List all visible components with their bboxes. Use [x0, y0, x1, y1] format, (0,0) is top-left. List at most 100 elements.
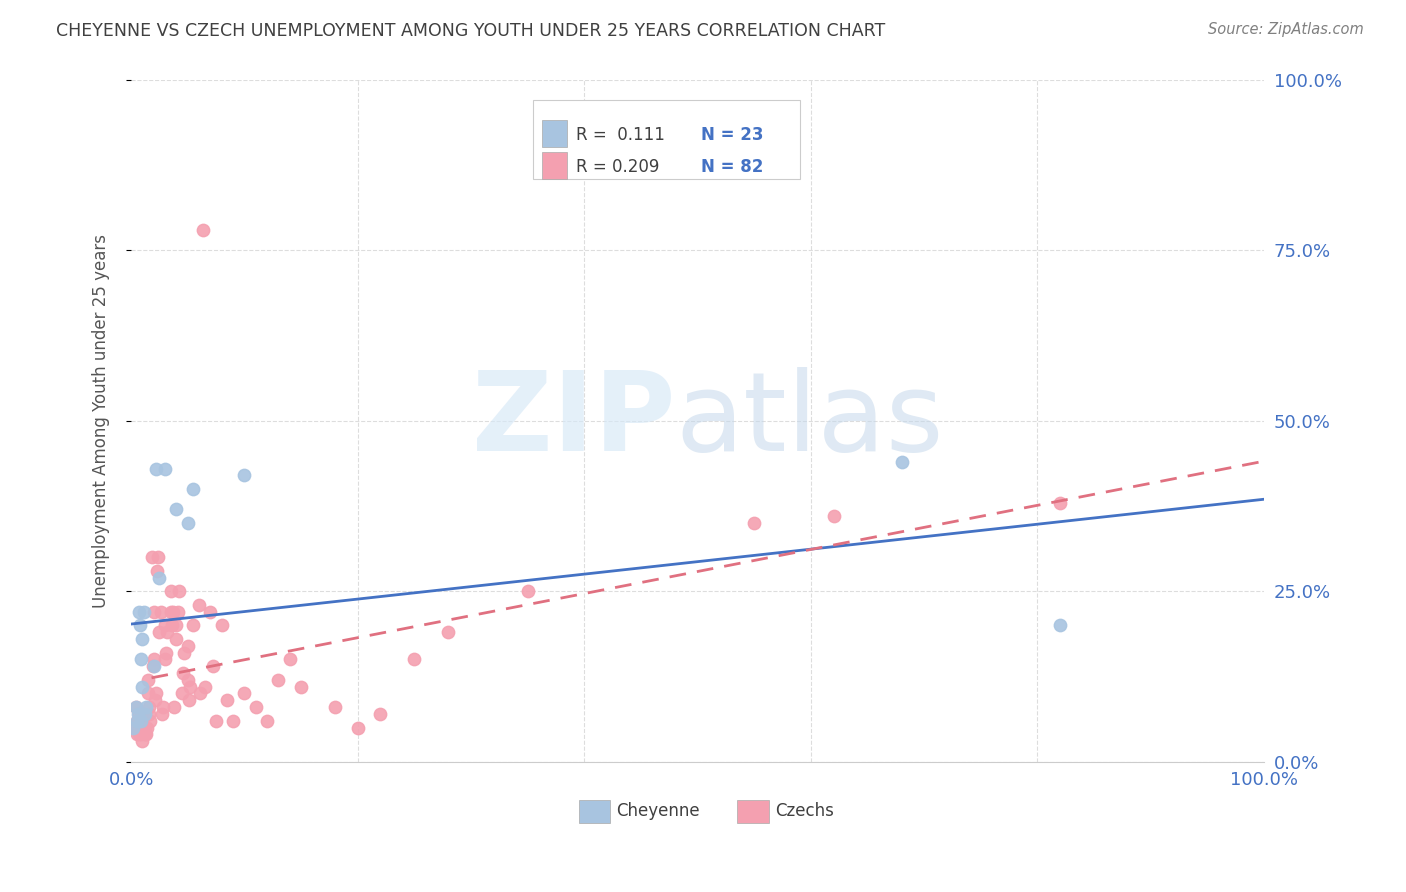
Point: [128, 706, 150, 721]
Point: [177, 673, 200, 687]
Bar: [543, 152, 568, 178]
Point: [742, 516, 765, 530]
Point: [131, 734, 153, 748]
Text: Czechs: Czechs: [775, 802, 834, 820]
Text: atlas: atlas: [675, 368, 943, 475]
Point: [127, 721, 149, 735]
Point: [125, 700, 148, 714]
Point: [142, 659, 165, 673]
Point: [160, 618, 183, 632]
Point: [166, 618, 188, 632]
Point: [370, 706, 392, 721]
Point: [173, 646, 195, 660]
Point: [141, 550, 163, 565]
Point: [1049, 618, 1071, 632]
Point: [131, 652, 153, 666]
Point: [145, 686, 167, 700]
Point: [256, 714, 278, 728]
Bar: [543, 120, 568, 147]
Point: [127, 706, 149, 721]
Point: [142, 659, 165, 673]
Bar: [737, 800, 769, 823]
Point: [122, 721, 145, 735]
Point: [156, 625, 179, 640]
Point: [132, 605, 155, 619]
Point: [890, 455, 912, 469]
Point: [163, 700, 186, 714]
Point: [179, 680, 201, 694]
Point: [131, 706, 153, 721]
Point: [162, 605, 184, 619]
Point: [155, 646, 177, 660]
Point: [148, 550, 170, 565]
Point: [217, 693, 239, 707]
Point: [172, 686, 194, 700]
Point: [194, 680, 217, 694]
Point: [124, 721, 146, 735]
Point: [139, 714, 162, 728]
Point: [150, 706, 173, 721]
Point: [183, 482, 205, 496]
Point: [149, 605, 172, 619]
Point: [125, 714, 148, 728]
Point: [323, 700, 346, 714]
Point: [136, 721, 159, 735]
Point: [346, 721, 368, 735]
Point: [128, 727, 150, 741]
Point: [1049, 495, 1071, 509]
Point: [146, 564, 169, 578]
Point: [159, 605, 181, 619]
Bar: [579, 800, 610, 823]
Point: [516, 584, 538, 599]
Point: [233, 468, 256, 483]
Point: [131, 714, 153, 728]
Point: [205, 714, 228, 728]
Point: [222, 714, 245, 728]
Point: [200, 605, 222, 619]
Point: [125, 727, 148, 741]
Point: [153, 461, 176, 475]
Point: [152, 700, 174, 714]
Point: [172, 666, 194, 681]
Point: [267, 673, 290, 687]
Point: [131, 727, 153, 741]
Point: [148, 625, 170, 640]
Point: [129, 714, 152, 728]
Point: [136, 673, 159, 687]
Point: [159, 584, 181, 599]
Bar: [533, 101, 800, 178]
Text: Cheyenne: Cheyenne: [616, 802, 700, 820]
Point: [125, 700, 148, 714]
Point: [135, 700, 157, 714]
Point: [166, 605, 188, 619]
Point: [166, 632, 188, 646]
Point: [245, 700, 267, 714]
Point: [138, 700, 160, 714]
Point: [183, 618, 205, 632]
Point: [136, 686, 159, 700]
Point: [128, 605, 150, 619]
Point: [177, 516, 200, 530]
Point: [129, 618, 152, 632]
Point: [131, 680, 153, 694]
Point: [134, 706, 156, 721]
Point: [188, 686, 211, 700]
Point: [177, 693, 200, 707]
Point: [131, 632, 153, 646]
Point: [134, 721, 156, 735]
Point: [188, 598, 211, 612]
Y-axis label: Unemployment Among Youth under 25 years: Unemployment Among Youth under 25 years: [93, 234, 110, 607]
Point: [191, 223, 214, 237]
Point: [823, 509, 845, 524]
Point: [278, 652, 301, 666]
Point: [290, 680, 312, 694]
Text: R =  0.111: R = 0.111: [576, 126, 665, 144]
Point: [404, 652, 426, 666]
Text: CHEYENNE VS CZECH UNEMPLOYMENT AMONG YOUTH UNDER 25 YEARS CORRELATION CHART: CHEYENNE VS CZECH UNEMPLOYMENT AMONG YOU…: [56, 22, 886, 40]
Point: [167, 584, 190, 599]
Text: R = 0.209: R = 0.209: [576, 158, 659, 176]
Point: [437, 625, 460, 640]
Point: [145, 461, 167, 475]
Text: N = 23: N = 23: [702, 126, 763, 144]
Point: [211, 618, 233, 632]
